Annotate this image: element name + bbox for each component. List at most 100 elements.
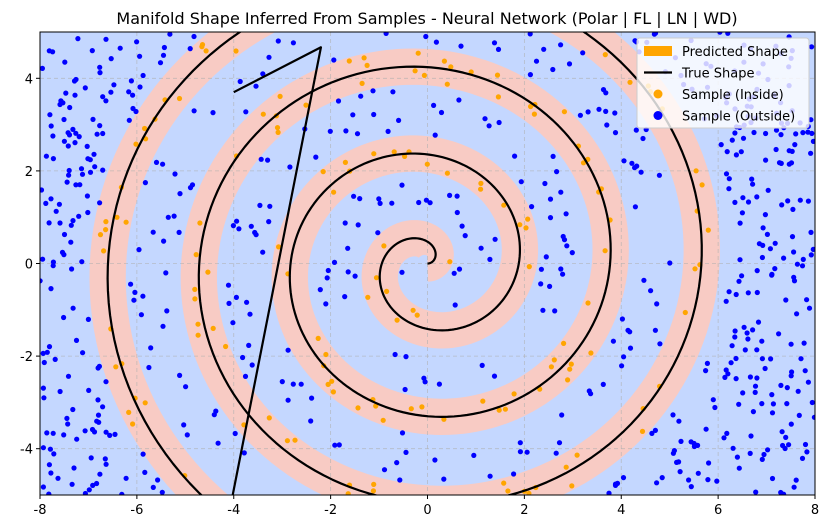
sample-inside-point (133, 141, 139, 147)
sample-outside-point (375, 230, 381, 236)
sample-outside-point (50, 263, 56, 269)
sample-inside-point (410, 307, 416, 313)
sample-inside-point (203, 48, 209, 54)
sample-outside-point (510, 471, 517, 477)
sample-outside-point (750, 181, 756, 187)
sample-outside-point (733, 152, 740, 158)
sample-outside-point (768, 356, 774, 362)
sample-outside-point (456, 266, 463, 272)
sample-outside-point (620, 475, 627, 481)
sample-outside-point (61, 231, 68, 238)
sample-outside-point (632, 204, 639, 210)
sample-outside-point (754, 268, 760, 274)
sample-outside-point (492, 236, 498, 242)
sample-outside-point (710, 397, 716, 403)
sample-outside-point (739, 273, 745, 279)
sample-outside-point (773, 146, 779, 153)
x-tick-label: -2 (324, 503, 337, 518)
legend-patch-swatch (644, 46, 672, 56)
legend-label: Sample (Inside) (682, 88, 784, 103)
sample-outside-point (88, 455, 94, 461)
sample-outside-point (752, 389, 758, 395)
sample-outside-point (237, 78, 243, 85)
sample-outside-point (232, 430, 238, 437)
legend-dot-swatch (653, 89, 663, 99)
sample-inside-point (323, 351, 329, 358)
legend-item: Predicted Shape (644, 45, 788, 60)
sample-outside-point (796, 412, 802, 418)
sample-outside-point (459, 223, 465, 229)
sample-outside-point (103, 461, 109, 467)
sample-outside-point (754, 375, 760, 381)
sample-outside-point (325, 267, 331, 274)
sample-outside-point (233, 294, 239, 300)
sample-outside-point (751, 129, 757, 136)
sample-inside-point (233, 48, 239, 54)
sample-inside-point (126, 409, 132, 415)
sample-outside-point (47, 446, 54, 452)
sample-outside-point (183, 384, 189, 390)
sample-outside-point (85, 209, 91, 216)
y-tick-label: 2 (25, 165, 33, 180)
sample-outside-point (421, 375, 427, 381)
sample-inside-point (561, 109, 568, 115)
sample-outside-point (85, 316, 91, 322)
sample-inside-point (373, 275, 380, 281)
sample-outside-point (55, 475, 61, 481)
sample-inside-point (511, 391, 517, 397)
sample-outside-point (142, 469, 148, 475)
sample-outside-point (94, 131, 100, 137)
sample-outside-point (760, 242, 766, 248)
sample-outside-point (103, 429, 109, 435)
sample-outside-point (132, 289, 138, 295)
sample-outside-point (794, 311, 800, 317)
sample-outside-point (441, 476, 447, 482)
sample-outside-point (210, 110, 216, 116)
sample-outside-point (695, 442, 701, 448)
sample-outside-point (258, 156, 264, 162)
sample-inside-point (266, 415, 272, 421)
sample-outside-point (68, 239, 74, 245)
sample-outside-point (377, 200, 383, 206)
sample-outside-point (802, 368, 808, 374)
sample-outside-point (61, 252, 67, 258)
x-tick-label: -6 (130, 503, 143, 518)
sample-outside-point (794, 261, 801, 267)
sample-outside-point (331, 259, 338, 265)
sample-outside-point (809, 44, 815, 50)
sample-outside-point (785, 198, 791, 204)
sample-inside-point (494, 72, 501, 78)
sample-outside-point (75, 36, 81, 42)
sample-outside-point (745, 290, 751, 296)
sample-inside-point (692, 266, 698, 272)
sample-inside-point (274, 125, 281, 131)
sample-outside-point (41, 395, 47, 401)
sample-outside-point (383, 32, 389, 36)
sample-outside-point (791, 484, 797, 490)
sample-outside-point (769, 475, 776, 482)
sample-inside-point (478, 186, 484, 192)
sample-inside-point (260, 111, 266, 117)
sample-outside-point (138, 312, 144, 318)
sample-outside-point (633, 127, 639, 133)
sample-outside-point (163, 270, 169, 276)
sample-inside-point (192, 296, 198, 302)
sample-outside-point (126, 89, 132, 95)
sample-outside-point (343, 128, 349, 134)
sample-outside-point (84, 193, 90, 199)
sample-outside-point (732, 328, 738, 334)
sample-outside-point (659, 475, 665, 481)
sample-outside-point (797, 197, 803, 203)
sample-outside-point (108, 89, 114, 95)
sample-outside-point (656, 172, 663, 178)
sample-outside-point (397, 477, 403, 483)
sample-outside-point (252, 229, 258, 236)
sample-outside-point (249, 362, 255, 368)
sample-outside-point (798, 356, 804, 362)
sample-inside-point (391, 149, 397, 155)
sample-outside-point (724, 430, 730, 436)
sample-outside-point (50, 133, 56, 139)
sample-outside-point (805, 379, 812, 385)
sample-outside-point (159, 489, 165, 495)
sample-inside-point (223, 343, 229, 350)
